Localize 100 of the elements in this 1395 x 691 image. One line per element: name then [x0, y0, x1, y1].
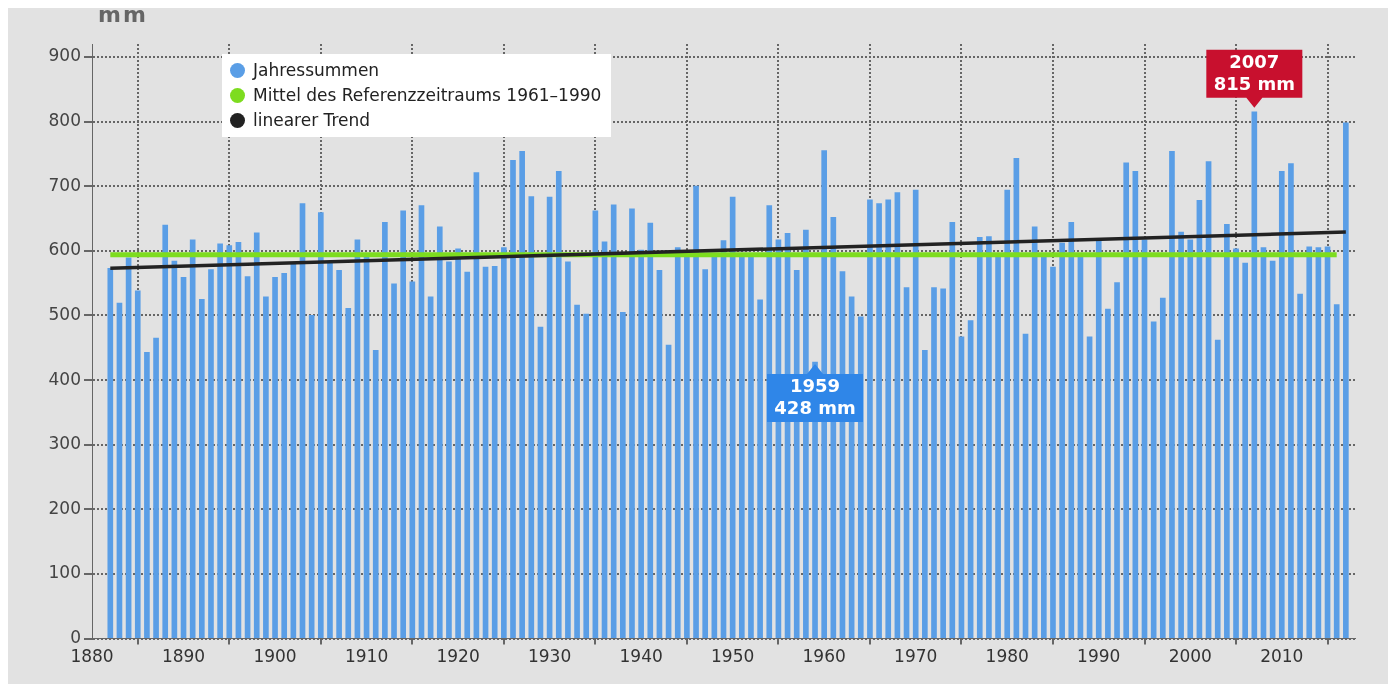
bar [620, 311, 626, 638]
bar [1004, 189, 1011, 638]
bar [876, 203, 882, 638]
y-tick-label: 600 [48, 239, 81, 260]
bar [327, 262, 333, 638]
bar [253, 232, 260, 638]
bar [583, 313, 590, 638]
bar [336, 269, 342, 638]
x-tick-label: 1920 [436, 646, 480, 667]
annotation: 1959 428 mm [774, 374, 856, 418]
legend-label: Mittel des Referenzzeitraums 1961–1990 [253, 84, 602, 107]
bar [400, 210, 406, 638]
bar [1297, 293, 1303, 638]
legend-label: linearer Trend [253, 109, 371, 132]
bar [629, 208, 635, 638]
bar [1050, 266, 1056, 638]
bar [372, 350, 379, 638]
bar [1187, 239, 1194, 638]
bar [436, 226, 443, 638]
y-tick-label: 800 [48, 109, 81, 130]
bar [1278, 170, 1285, 638]
bar [144, 351, 150, 638]
bar [931, 287, 937, 638]
x-tick-label: 1880 [70, 646, 114, 667]
bar [107, 267, 114, 638]
bar [226, 245, 233, 638]
bar [912, 189, 919, 638]
bar [610, 204, 617, 638]
x-tick-label: 2000 [1168, 646, 1212, 667]
bar [638, 249, 644, 638]
bar [1224, 223, 1230, 638]
bar [1214, 339, 1221, 638]
x-tick-label: 1970 [894, 646, 938, 667]
x-tick-label: 1900 [253, 646, 297, 667]
bar [199, 298, 205, 638]
bar [922, 350, 928, 638]
y-tick-label: 900 [48, 45, 81, 66]
bar [565, 261, 571, 638]
bar [1114, 282, 1120, 638]
bar [1333, 304, 1340, 638]
bar [757, 299, 763, 638]
bar [1031, 226, 1038, 638]
bar [409, 281, 416, 638]
x-tick-label: 1940 [619, 646, 663, 667]
bar [455, 248, 461, 638]
bar [949, 222, 956, 638]
bar [1068, 222, 1075, 638]
bar [1105, 308, 1111, 638]
bar [1288, 163, 1294, 638]
bar [1242, 262, 1248, 638]
bar [574, 304, 580, 638]
bar [1059, 242, 1065, 638]
legend-label: Jahressummen [253, 59, 380, 82]
bar [940, 288, 946, 638]
bar [519, 150, 525, 638]
bar [134, 290, 141, 638]
bar [1123, 162, 1130, 638]
bar [986, 236, 992, 638]
x-tick-label: 1950 [711, 646, 755, 667]
bar [464, 271, 471, 638]
x-tick-label: 2010 [1260, 646, 1304, 667]
bar [510, 160, 516, 638]
bar [1095, 239, 1102, 638]
annotation: 2007 815 mm [1213, 50, 1296, 94]
bar [162, 224, 169, 638]
x-tick-label: 1980 [985, 646, 1029, 667]
bar [217, 243, 223, 638]
y-tick-label: 200 [48, 497, 81, 518]
bar [446, 261, 452, 638]
bar [189, 239, 196, 638]
x-tick-label: 1930 [527, 646, 572, 667]
x-tick-label: 1960 [802, 646, 846, 667]
bar [382, 222, 388, 638]
x-tick-label: 1890 [161, 646, 206, 667]
bar [1178, 231, 1184, 638]
y-tick-label: 400 [48, 368, 81, 389]
bar [1251, 111, 1258, 638]
bar [491, 266, 498, 638]
bar [317, 212, 324, 638]
bar [528, 196, 535, 638]
bar [281, 273, 288, 638]
bar [1159, 297, 1166, 638]
bar [1233, 248, 1239, 638]
bar [976, 236, 983, 638]
bar [885, 199, 892, 638]
bar [208, 269, 214, 638]
bar [1306, 246, 1313, 638]
bar [501, 247, 507, 638]
bar [647, 222, 654, 638]
bar [345, 308, 352, 638]
bar [272, 276, 278, 638]
bar [1169, 150, 1175, 638]
y-tick-label: 0 [70, 627, 81, 648]
bar [693, 185, 699, 638]
y-tick-label: 300 [48, 433, 81, 454]
y-tick-label: 100 [48, 562, 81, 583]
bar [674, 247, 681, 638]
bar [1343, 122, 1349, 638]
bar [391, 283, 397, 638]
bar [555, 170, 562, 638]
